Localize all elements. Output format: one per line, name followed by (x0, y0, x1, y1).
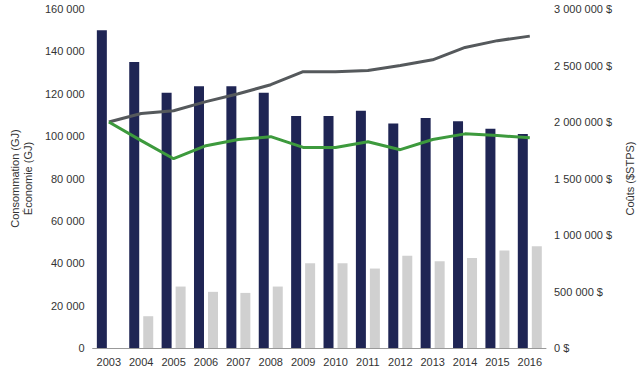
svg-text:20 000: 20 000 (51, 300, 85, 312)
svg-text:2009: 2009 (291, 356, 315, 368)
svg-text:Économie (GJ): Économie (GJ) (22, 142, 34, 215)
svg-text:0: 0 (79, 342, 85, 354)
svg-text:2004: 2004 (129, 356, 153, 368)
svg-text:2014: 2014 (453, 356, 477, 368)
svg-text:2013: 2013 (420, 356, 444, 368)
svg-text:2015: 2015 (485, 356, 509, 368)
svg-text:140 000: 140 000 (45, 45, 85, 57)
svg-text:2016: 2016 (518, 356, 542, 368)
svg-text:0 $: 0 $ (554, 342, 569, 354)
svg-text:3 000 000 $: 3 000 000 $ (554, 3, 612, 15)
svg-text:Consommation (GJ): Consommation (GJ) (9, 129, 21, 227)
svg-text:2 000 000 $: 2 000 000 $ (554, 116, 612, 128)
svg-text:2006: 2006 (194, 356, 218, 368)
svg-text:100 000: 100 000 (45, 130, 85, 142)
svg-text:60 000: 60 000 (51, 215, 85, 227)
svg-text:1 000 000 $: 1 000 000 $ (554, 229, 612, 241)
svg-text:1 500 000 $: 1 500 000 $ (554, 173, 612, 185)
svg-text:2003: 2003 (97, 356, 121, 368)
svg-text:Coûts ($STPS): Coûts ($STPS) (624, 142, 636, 216)
svg-text:2007: 2007 (226, 356, 250, 368)
svg-text:2008: 2008 (259, 356, 283, 368)
svg-text:80 000: 80 000 (51, 173, 85, 185)
svg-text:2 500 000 $: 2 500 000 $ (554, 60, 612, 72)
svg-text:160 000: 160 000 (45, 3, 85, 15)
svg-text:40 000: 40 000 (51, 257, 85, 269)
svg-text:2012: 2012 (388, 356, 412, 368)
svg-text:2005: 2005 (161, 356, 185, 368)
svg-text:120 000: 120 000 (45, 88, 85, 100)
svg-text:2010: 2010 (323, 356, 347, 368)
svg-text:500 000 $: 500 000 $ (554, 286, 603, 298)
svg-text:2011: 2011 (356, 356, 380, 368)
